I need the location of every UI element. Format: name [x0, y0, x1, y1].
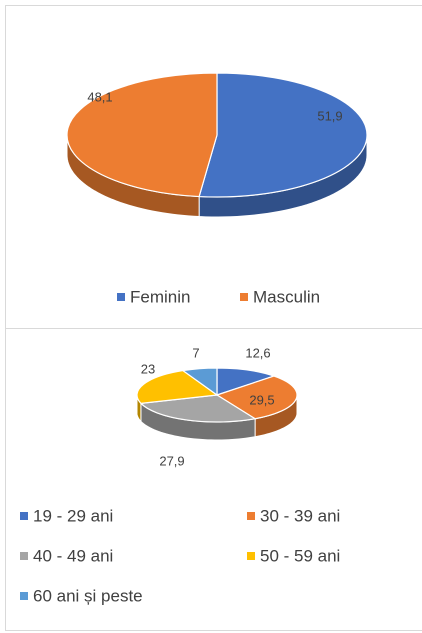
data-label: 23: [141, 361, 155, 376]
data-label: 12,6: [245, 345, 270, 360]
data-label: 48,1: [87, 89, 112, 104]
legend-swatch: [247, 552, 255, 560]
data-label: 51,9: [317, 108, 342, 123]
legend-label: 40 - 49 ani: [33, 546, 113, 565]
legend-label: 19 - 29 ani: [33, 506, 113, 525]
legend-swatch: [20, 592, 28, 600]
legend-swatch: [20, 512, 28, 520]
data-label: 7: [192, 345, 199, 360]
legend-swatch: [247, 512, 255, 520]
legend-label: 30 - 39 ani: [260, 506, 340, 525]
legend-label: Feminin: [130, 287, 190, 306]
pie-slice: [139, 394, 257, 423]
pie-slice: [215, 375, 298, 420]
pie-slice: [181, 367, 218, 397]
legend-swatch: [240, 293, 248, 301]
legend-label: 60 ani și peste: [33, 586, 143, 605]
data-label: 27,9: [159, 453, 184, 468]
pie-slice: [66, 72, 218, 198]
data-label: 29,5: [249, 392, 274, 407]
pie-slice: [136, 369, 219, 404]
legend-swatch: [117, 293, 125, 301]
legend-swatch: [20, 552, 28, 560]
legend-label: 50 - 59 ani: [260, 546, 340, 565]
legend-label: Masculin: [253, 287, 320, 306]
pie-slice: [198, 72, 368, 198]
frame: [5, 5, 422, 631]
